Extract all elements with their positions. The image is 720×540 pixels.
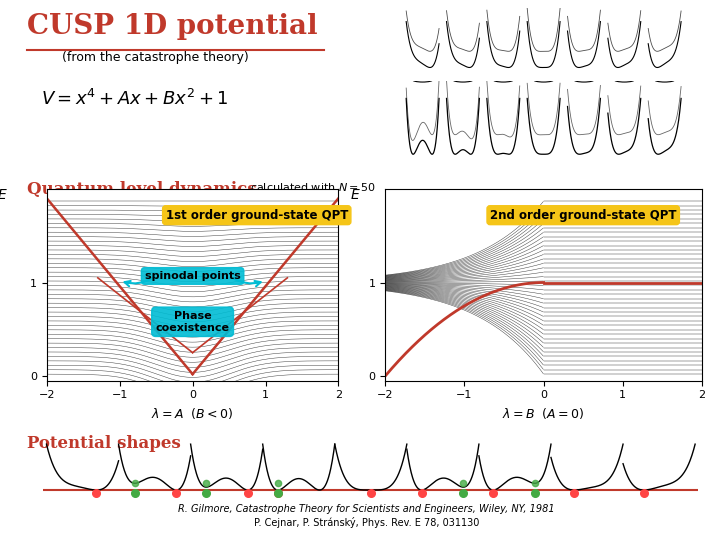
Text: 2nd order ground-state QPT: 2nd order ground-state QPT bbox=[490, 208, 677, 222]
Text: R. Gilmore, Catastrophe Theory for Scientists and Engineers, Wiley, NY, 1981: R. Gilmore, Catastrophe Theory for Scien… bbox=[178, 504, 555, 514]
Text: Potential shapes: Potential shapes bbox=[27, 435, 181, 451]
Text: $E$: $E$ bbox=[351, 187, 361, 201]
Text: $E$: $E$ bbox=[0, 187, 8, 201]
Text: spinodal points: spinodal points bbox=[145, 271, 240, 281]
Text: Quantum level dynamics: Quantum level dynamics bbox=[27, 181, 257, 198]
Text: P. Cejnar, P. Stránský, Phys. Rev. E 78, 031130: P. Cejnar, P. Stránský, Phys. Rev. E 78,… bbox=[253, 517, 480, 529]
Text: 1st order ground-state QPT: 1st order ground-state QPT bbox=[166, 208, 348, 222]
Text: Phase
coexistence: Phase coexistence bbox=[156, 311, 230, 333]
Text: calculated with $N = 50$: calculated with $N = 50$ bbox=[250, 181, 375, 193]
X-axis label: $\lambda = B\ \ (A = 0)$: $\lambda = B\ \ (A = 0)$ bbox=[503, 406, 585, 421]
X-axis label: $\lambda = A\ \ (B < 0)$: $\lambda = A\ \ (B < 0)$ bbox=[151, 406, 234, 421]
Text: CUSP 1D potential: CUSP 1D potential bbox=[27, 14, 318, 40]
Text: $V = x^4 + Ax + Bx^2 + 1$: $V = x^4 + Ax + Bx^2 + 1$ bbox=[41, 89, 229, 109]
Text: (from the catastrophe theory): (from the catastrophe theory) bbox=[63, 51, 249, 64]
